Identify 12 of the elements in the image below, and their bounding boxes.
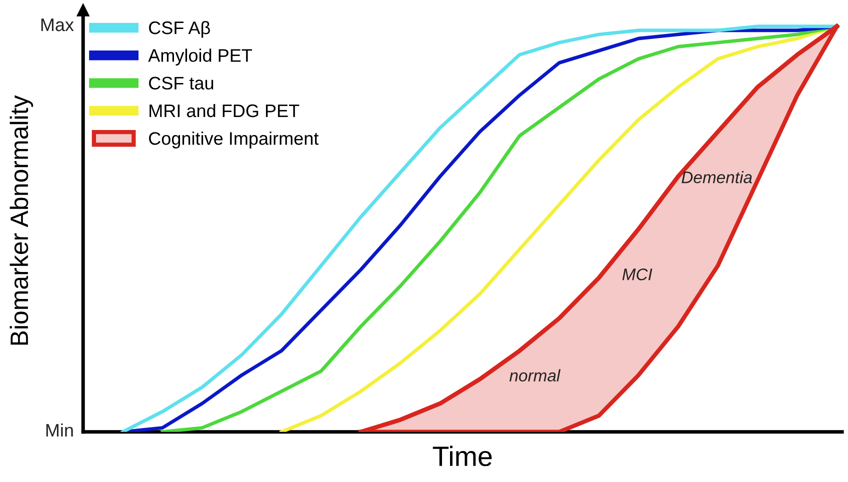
annotation: normal — [509, 369, 561, 382]
legend-label: Cognitive Impairment — [149, 132, 319, 148]
text: Min — [46, 423, 73, 437]
legend-label: CSF tau — [149, 76, 214, 90]
text: Max — [41, 18, 74, 32]
legend-label: CSF Aβ — [149, 20, 210, 38]
y-axis-title: Biomarker Abnormality — [10, 95, 34, 345]
x-axis-title: Time — [432, 446, 492, 466]
legend-label: MRI and FDG PET — [150, 104, 300, 118]
annotation: MCI — [622, 268, 652, 280]
annotation: Dementia — [682, 171, 752, 184]
legend-label: Amyloid PET — [148, 48, 252, 66]
